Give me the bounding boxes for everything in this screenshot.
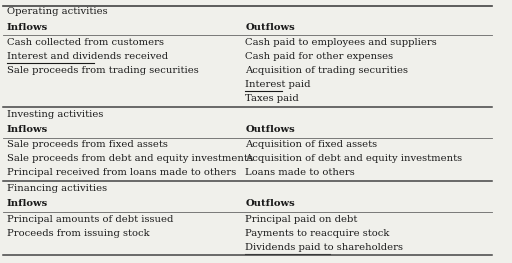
Text: Sale proceeds from debt and equity investments: Sale proceeds from debt and equity inves…	[7, 154, 252, 163]
Text: Cash paid to employees and suppliers: Cash paid to employees and suppliers	[245, 38, 437, 47]
Text: Taxes paid: Taxes paid	[245, 94, 299, 103]
Text: Sale proceeds from trading securities: Sale proceeds from trading securities	[7, 66, 198, 75]
Text: Inflows: Inflows	[7, 23, 48, 32]
Text: Acquisition of debt and equity investments: Acquisition of debt and equity investmen…	[245, 154, 462, 163]
Text: Cash collected from customers: Cash collected from customers	[7, 38, 164, 47]
Text: Outflows: Outflows	[245, 23, 295, 32]
Text: Principal paid on debt: Principal paid on debt	[245, 215, 357, 224]
Text: Acquisition of fixed assets: Acquisition of fixed assets	[245, 140, 377, 149]
Text: Principal received from loans made to others: Principal received from loans made to ot…	[7, 168, 236, 177]
Text: Financing activities: Financing activities	[7, 184, 106, 193]
Text: Acquisition of trading securities: Acquisition of trading securities	[245, 66, 408, 75]
Text: Proceeds from issuing stock: Proceeds from issuing stock	[7, 229, 149, 238]
Text: Principal amounts of debt issued: Principal amounts of debt issued	[7, 215, 173, 224]
Text: Inflows: Inflows	[7, 125, 48, 134]
Text: Sale proceeds from fixed assets: Sale proceeds from fixed assets	[7, 140, 167, 149]
Text: Dividends paid to shareholders: Dividends paid to shareholders	[245, 243, 403, 252]
Text: Loans made to others: Loans made to others	[245, 168, 355, 177]
Text: Outflows: Outflows	[245, 199, 295, 208]
Text: Outflows: Outflows	[245, 125, 295, 134]
Text: Payments to reacquire stock: Payments to reacquire stock	[245, 229, 390, 238]
Text: Cash paid for other expenses: Cash paid for other expenses	[245, 52, 393, 61]
Text: Interest paid: Interest paid	[245, 80, 311, 89]
Text: Investing activities: Investing activities	[7, 110, 103, 119]
Text: Inflows: Inflows	[7, 199, 48, 208]
Text: Interest and dividends received: Interest and dividends received	[7, 52, 168, 61]
Text: Operating activities: Operating activities	[7, 7, 107, 17]
